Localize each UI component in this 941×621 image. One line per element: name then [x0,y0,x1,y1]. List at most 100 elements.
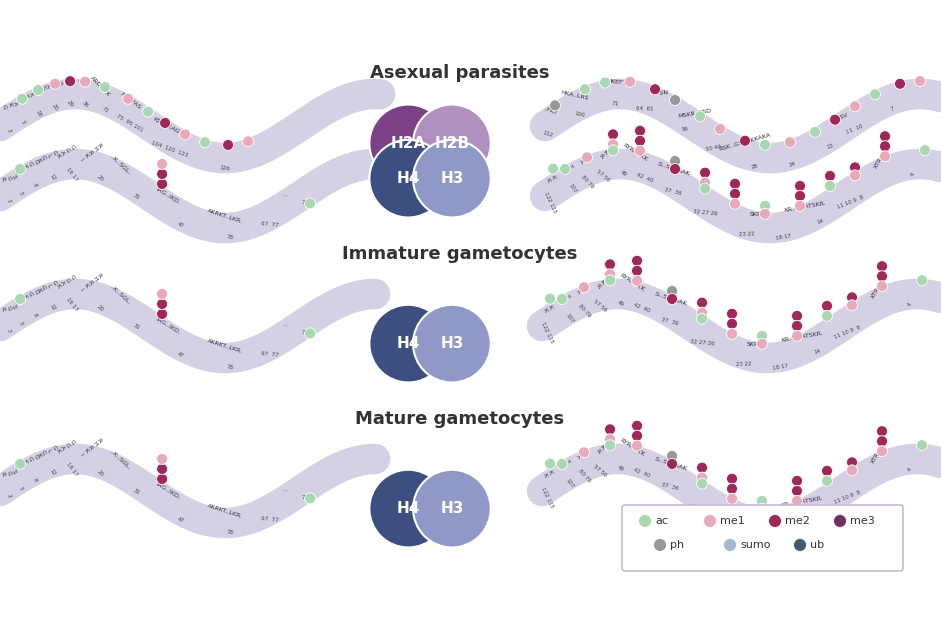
Text: 5: 5 [17,191,23,196]
Circle shape [821,310,833,322]
Circle shape [880,141,890,152]
Text: me1: me1 [720,516,744,526]
Text: 107: 107 [568,183,578,194]
Circle shape [821,475,833,486]
Text: 3: 3 [6,494,11,498]
Text: ac: ac [655,516,668,526]
Text: G
K: G K [12,297,24,305]
Circle shape [560,163,570,175]
Text: KR..KGATSKR.: KR..KGATSKR. [780,330,823,343]
Circle shape [791,496,803,506]
Circle shape [726,493,738,504]
Circle shape [824,170,836,181]
Circle shape [699,177,710,188]
Text: SKRAA: SKRAA [747,507,767,512]
Text: 42  40: 42 40 [636,173,654,184]
Text: 18 17: 18 17 [772,363,789,371]
Text: KSQLKAGTA: KSQLKAGTA [152,116,187,138]
Text: 11  10: 11 10 [846,124,864,135]
Circle shape [791,310,803,322]
Text: 49: 49 [619,170,628,178]
Text: R
H
R
K
I: R H R K I [77,437,103,458]
Circle shape [726,473,738,484]
Circle shape [80,76,90,87]
Text: 47: 47 [176,516,184,524]
Circle shape [33,84,43,96]
Circle shape [714,124,726,135]
Text: 23 22: 23 22 [736,527,752,532]
Text: 16 17: 16 17 [65,296,79,312]
Circle shape [654,538,666,551]
Text: 12: 12 [48,304,56,312]
Text: S
K
R: S K R [595,440,610,455]
Text: 100: 100 [574,111,585,118]
Circle shape [809,126,821,137]
Text: 18 17: 18 17 [774,233,791,241]
Text: H3: H3 [440,171,464,186]
Circle shape [666,458,678,469]
Circle shape [794,191,805,201]
Text: 4: 4 [907,466,913,472]
Text: 29: 29 [66,100,74,109]
Text: S.: S. [730,203,736,209]
Text: IRG..IKD.: IRG..IKD. [155,481,182,501]
Circle shape [545,293,555,304]
Circle shape [850,162,860,173]
Text: S.: S. [726,498,733,504]
Text: K
.K: K .K [22,91,34,100]
Text: 49: 49 [615,465,624,473]
Text: H3: H3 [440,501,464,516]
Circle shape [604,259,615,270]
Text: IRG..IKD.: IRG..IKD. [155,186,182,206]
Text: K
K: K K [541,304,552,313]
Text: 107: 107 [565,312,575,324]
Text: S.: S. [726,333,733,338]
Circle shape [757,338,768,350]
Text: 47: 47 [176,351,184,358]
Text: 80 79: 80 79 [577,304,591,319]
Text: 32 27 26: 32 27 26 [690,504,714,512]
Text: 20: 20 [96,469,104,478]
Text: T: T [566,164,573,170]
Text: G
K: G K [12,463,24,470]
Text: KR..KGATSKR.: KR..KGATSKR. [784,201,826,213]
Circle shape [726,483,738,494]
Text: 57 56: 57 56 [593,464,608,478]
Text: S
K
R: S K R [595,275,610,290]
Circle shape [794,181,805,191]
Circle shape [670,163,680,175]
Text: 14: 14 [813,348,821,355]
Circle shape [696,462,708,473]
Circle shape [850,101,860,112]
Text: 11 10 9  8: 11 10 9 8 [833,490,861,505]
Text: 14: 14 [813,514,821,520]
Text: 75  95 101: 75 95 101 [116,114,144,133]
Text: 8: 8 [32,182,38,187]
Text: T
K: T K [575,450,585,460]
Text: 12: 12 [48,173,56,182]
Ellipse shape [370,104,447,182]
Circle shape [729,188,741,199]
Text: 64  61: 64 61 [636,106,654,111]
Text: ARDNKK: ARDNKK [89,75,111,97]
Circle shape [919,145,931,156]
Text: Asexual parasites: Asexual parasites [371,64,550,82]
Circle shape [699,183,710,194]
Text: 57 56: 57 56 [593,299,608,313]
Circle shape [759,208,771,219]
Circle shape [156,453,167,465]
Circle shape [199,137,211,148]
Text: ..K..SGL.: ..K..SGL. [109,155,132,176]
Text: 104  120  123: 104 120 123 [152,140,189,158]
Circle shape [696,478,708,489]
Circle shape [794,201,805,211]
Text: R
H
R
K
I: R H R K I [77,272,103,293]
Text: H4: H4 [396,501,420,516]
Circle shape [582,152,593,163]
Circle shape [724,538,737,551]
Ellipse shape [370,140,447,217]
Text: 42  40: 42 40 [633,468,651,479]
Circle shape [821,301,833,311]
Text: 126: 126 [219,165,231,171]
Circle shape [785,137,795,148]
